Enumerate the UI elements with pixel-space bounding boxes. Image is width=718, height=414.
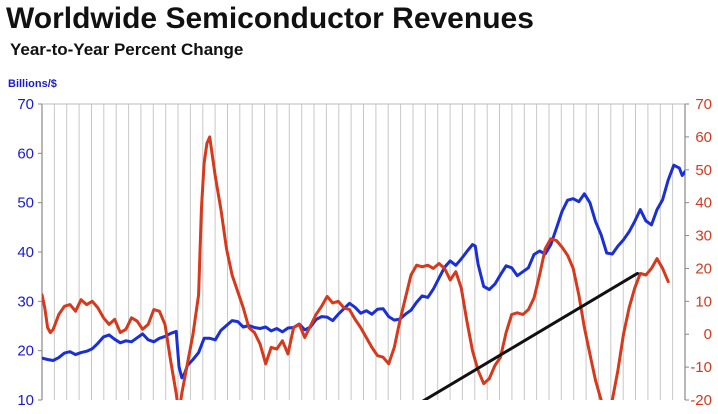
right-tick-label: 30 <box>695 228 712 245</box>
tick-labels: 70 60 50 40 30 20 10 70 60 50 40 30 20 10 0 -10 -20 <box>17 96 712 409</box>
right-tick-label: 0 <box>704 326 712 343</box>
left-tick-label: 30 <box>17 293 34 310</box>
left-tick-label: 70 <box>17 96 34 113</box>
axis-frame <box>38 103 689 401</box>
left-tick-label: 40 <box>17 244 34 261</box>
left-tick-label: 10 <box>17 392 34 409</box>
left-tick-label: 20 <box>17 343 34 360</box>
y-axis-unit-label: Billions/$ <box>8 78 57 90</box>
chart-subtitle: Year-to-Year Percent Change <box>10 40 244 59</box>
right-tick-label: 20 <box>695 260 712 277</box>
right-tick-label: 60 <box>695 129 712 146</box>
revenue-line <box>42 163 685 380</box>
right-tick-label: 70 <box>695 96 712 113</box>
right-tick-label: -10 <box>690 359 712 376</box>
left-tick-label: 60 <box>17 145 34 162</box>
percent-change-line <box>42 135 670 400</box>
chart-title: Worldwide Semiconductor Revenues <box>6 2 534 35</box>
right-tick-label: -20 <box>690 392 712 409</box>
right-tick-label: 40 <box>695 195 712 212</box>
series-lines <box>42 135 685 400</box>
grid-lines <box>53 104 674 400</box>
trend-line <box>421 271 639 400</box>
left-tick-label: 50 <box>17 195 34 212</box>
right-tick-label: 50 <box>695 162 712 179</box>
right-tick-label: 10 <box>695 293 712 310</box>
